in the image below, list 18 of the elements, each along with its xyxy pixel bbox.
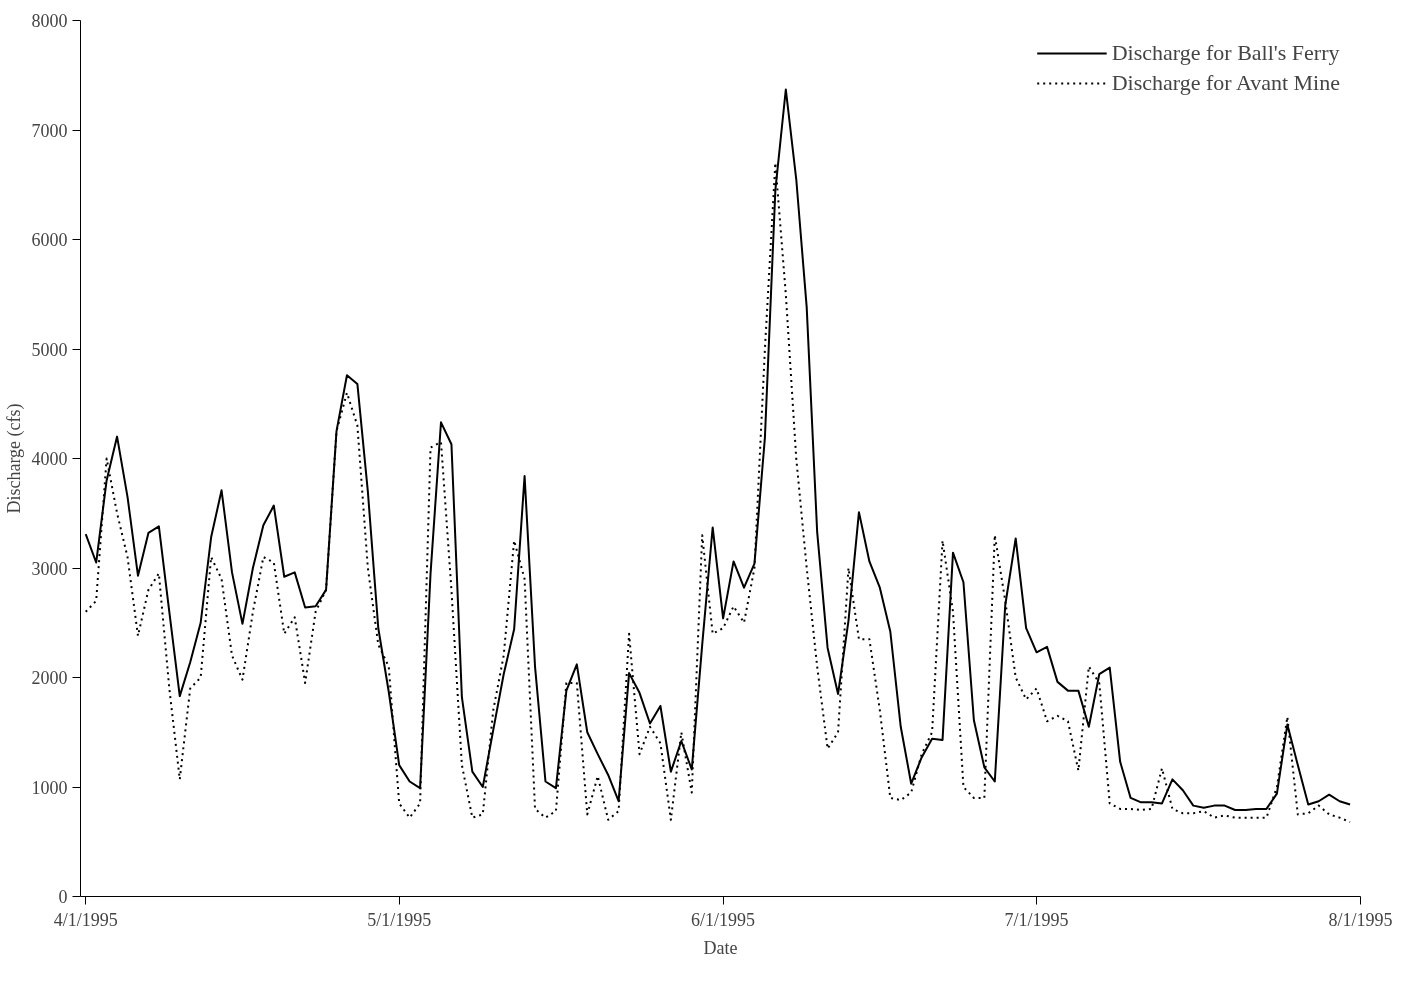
y-tick-label: 0 xyxy=(58,887,68,907)
legend-label: Discharge for Avant Mine xyxy=(1111,70,1340,96)
y-axis-title: Discharge (cfs) xyxy=(3,403,25,514)
legend-label: Discharge for Ball's Ferry xyxy=(1111,40,1340,66)
y-tick-label: 4000 xyxy=(31,449,68,469)
x-tick-label: 4/1/1995 xyxy=(53,909,118,930)
x-tick-label: 7/1/1995 xyxy=(1004,909,1069,930)
x-tick-label: 6/1/1995 xyxy=(691,909,756,930)
y-tick-label: 8000 xyxy=(31,11,68,31)
y-tick-label: 2000 xyxy=(31,668,68,688)
x-axis-title: Date xyxy=(703,937,738,958)
x-tick-label: 5/1/1995 xyxy=(367,909,432,930)
x-tick-label: 8/1/1995 xyxy=(1328,909,1393,930)
y-tick-label: 3000 xyxy=(31,558,68,579)
y-tick-label: 1000 xyxy=(31,777,68,798)
y-tick-label: 5000 xyxy=(31,339,68,360)
y-tick-label: 6000 xyxy=(31,230,68,250)
y-tick-label: 7000 xyxy=(31,120,68,141)
